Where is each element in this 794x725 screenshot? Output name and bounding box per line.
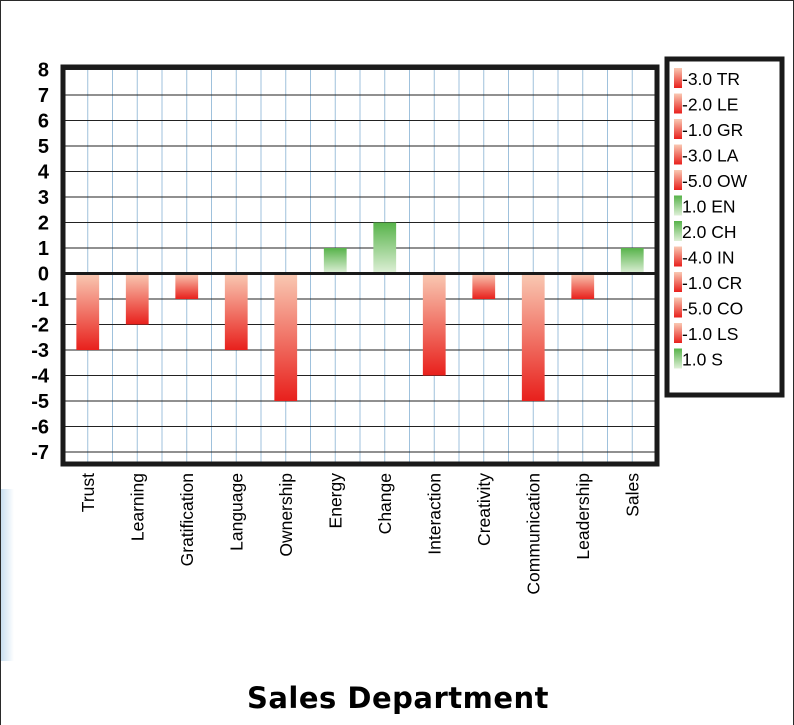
legend-box — [664, 56, 785, 398]
plot-frame — [60, 64, 660, 467]
y-tick-label: -7 — [31, 442, 49, 464]
category-label-trust: Trust — [78, 473, 98, 512]
category-label-language: Language — [226, 473, 246, 551]
legend-swatch — [674, 93, 682, 114]
y-tick-label: 8 — [38, 60, 49, 82]
category-label-leadership: Leadership — [573, 473, 593, 560]
bar-sales — [620, 248, 644, 274]
bar-ownership — [274, 273, 298, 401]
legend-swatch — [674, 323, 682, 343]
legend-label: -2.0 LE — [682, 95, 738, 115]
bar-communication — [521, 273, 545, 401]
legend-swatch — [674, 119, 682, 139]
category-label-creativity: Creativity — [474, 473, 494, 546]
legend-swatch — [674, 348, 682, 369]
y-tick-label: -2 — [31, 315, 49, 337]
category-label-change: Change — [375, 473, 395, 534]
y-tick-label: -5 — [31, 391, 49, 413]
y-tick-label: 3 — [38, 187, 49, 209]
bar-trust — [76, 273, 100, 350]
bar-learning — [125, 273, 149, 325]
legend-swatch — [674, 297, 682, 318]
legend-label: -1.0 CR — [682, 273, 742, 293]
y-tick-label: 2 — [38, 213, 49, 235]
legend-label: -5.0 OW — [682, 171, 748, 191]
bar-gratification — [175, 273, 199, 299]
y-tick-label: 7 — [38, 85, 49, 107]
category-label-sales: Sales — [622, 473, 642, 517]
category-label-learning: Learning — [127, 473, 147, 541]
bar-leadership — [571, 273, 595, 299]
y-tick-label: -6 — [31, 417, 49, 439]
legend-label: -1.0 GR — [682, 120, 743, 140]
legend-swatch — [674, 246, 682, 267]
legend-label: -1.0 LS — [682, 324, 738, 344]
y-tick-label: 1 — [38, 238, 49, 260]
legend-label: -4.0 IN — [682, 248, 735, 268]
y-tick-label: -1 — [31, 289, 49, 311]
legend: -3.0 TR -2.0 LE -1.0 GR -3.0 LA -5.0 OW 1.0 E… — [664, 56, 785, 398]
legend-label: 1.0 EN — [682, 197, 736, 217]
legend-label: 1.0 S — [682, 350, 723, 370]
bar-creativity — [472, 273, 496, 299]
legend-swatch — [674, 272, 682, 292]
legend-swatch — [674, 170, 682, 190]
bar-interaction — [422, 273, 446, 376]
category-label-communication: Communication — [523, 473, 543, 595]
legend-label: -3.0 TR — [682, 69, 740, 89]
legend-swatch — [674, 221, 682, 241]
category-label-interaction: Interaction — [424, 473, 444, 555]
bar-change — [373, 222, 397, 274]
legend-label: -3.0 LA — [682, 146, 739, 166]
bars — [76, 222, 644, 401]
category-label-gratification: Gratification — [177, 473, 197, 566]
y-tick-label: 6 — [38, 111, 49, 133]
legend-swatch — [674, 68, 682, 88]
legend-swatch — [674, 195, 682, 216]
y-tick-label: 0 — [38, 264, 49, 286]
bar-language — [224, 273, 248, 350]
left-edge-accent — [1, 489, 14, 661]
x-category-labels: Trust Learning Gratification Language Owners… — [78, 473, 643, 595]
y-tick-label: -3 — [31, 340, 49, 362]
legend-label: 2.0 CH — [682, 222, 736, 242]
y-tick-label: 5 — [38, 136, 49, 158]
y-tick-label: -4 — [31, 366, 50, 388]
bar-energy — [323, 248, 347, 274]
category-label-ownership: Ownership — [276, 473, 296, 557]
category-label-energy: Energy — [325, 473, 345, 529]
y-tick-labels: 8 7 6 5 4 3 2 1 0 -1 -2 -3 -4 -5 -6 -7 — [31, 60, 50, 465]
chart-title: Sales Department — [246, 681, 550, 715]
legend-label: -5.0 CO — [682, 299, 743, 319]
legend-swatch — [674, 144, 682, 165]
y-tick-label: 4 — [38, 162, 50, 184]
